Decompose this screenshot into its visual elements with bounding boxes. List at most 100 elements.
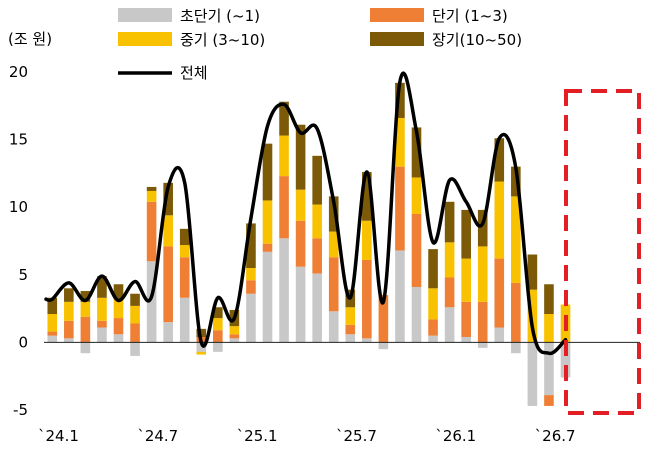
legend-label: 초단기 (~1) — [180, 7, 260, 25]
bar-segment — [428, 288, 438, 320]
bar-segment — [163, 215, 173, 247]
bar-segment — [511, 166, 521, 197]
bar-segment — [229, 338, 240, 343]
bar-segment — [444, 201, 455, 243]
bar-segment — [461, 258, 471, 302]
bar-segment — [378, 295, 389, 343]
bar-segment — [279, 176, 289, 239]
y-axis-ticks: -5 0 5 10 15 20 — [9, 63, 28, 419]
bar-segment — [47, 331, 58, 336]
bar-segment — [461, 209, 471, 259]
bar-segment — [229, 334, 240, 339]
bar-segment — [461, 336, 471, 343]
bar-segment — [511, 196, 521, 283]
y-tick-label: 15 — [9, 131, 28, 149]
legend: 초단기 (~1) 단기 (1~3) 중기 (3~10) 장기(10~50) 전체 — [118, 7, 522, 82]
bar-segment — [544, 342, 554, 396]
bar-segment — [179, 297, 190, 343]
bar-segment — [345, 334, 356, 343]
legend-swatch — [370, 32, 424, 46]
bar-segment — [80, 342, 91, 354]
x-tick-label: `24.7 — [137, 427, 178, 445]
bar-segment — [527, 254, 538, 290]
bar-segment — [163, 246, 173, 323]
bar-segment — [362, 338, 372, 343]
bar-segment — [262, 251, 273, 343]
legend-label: 단기 (1~3) — [432, 7, 508, 25]
bar-segment — [80, 301, 91, 317]
legend-label: 중기 (3~10) — [180, 31, 265, 49]
bar-segment — [246, 280, 256, 294]
bar-segment — [477, 209, 488, 247]
bar-segment — [328, 257, 339, 312]
bar-segment — [130, 342, 140, 356]
bar-segment — [295, 124, 306, 190]
bar-segment — [262, 200, 273, 244]
bar-segment — [411, 127, 422, 178]
bar-segment — [477, 301, 488, 343]
bar-segment — [113, 299, 124, 319]
bar-segment — [246, 293, 256, 343]
bar-segment — [511, 282, 521, 343]
bar-segment — [80, 291, 91, 302]
y-tick-label: 5 — [18, 266, 28, 284]
bar-segment — [64, 288, 74, 302]
legend-swatch — [118, 32, 172, 46]
bar-segment — [494, 181, 505, 259]
bar-segment — [229, 326, 240, 335]
bar-segment — [146, 190, 157, 202]
bar-segment — [113, 284, 124, 300]
bar-segment — [279, 238, 289, 343]
bar-segment — [477, 246, 488, 302]
bar-segment — [179, 245, 190, 258]
y-tick-label: 20 — [9, 63, 28, 81]
bar-segment — [64, 301, 74, 321]
x-tick-label: `26.7 — [535, 427, 576, 445]
y-tick-label: -5 — [13, 401, 28, 419]
bar-segment — [494, 327, 505, 343]
bar-segment — [362, 172, 372, 221]
bar-segment — [130, 305, 140, 324]
bar-segment — [444, 277, 455, 308]
bar-segment — [146, 201, 157, 262]
bar-segment — [295, 266, 306, 343]
bar-segment — [461, 301, 471, 337]
bar-segment — [312, 204, 322, 239]
bar-segment — [130, 293, 140, 306]
bar-segment — [113, 334, 124, 343]
bar-segment — [295, 189, 306, 221]
bar-segment — [345, 324, 356, 335]
bar-segment — [328, 231, 339, 258]
bar-segment — [295, 220, 306, 267]
bar-segment — [428, 335, 438, 343]
bar-segment — [64, 338, 74, 343]
bar-segment — [411, 213, 422, 287]
bar-segment — [362, 259, 372, 339]
bar-segment — [395, 166, 405, 251]
y-axis-unit-label: (조 원) — [8, 30, 52, 48]
bar-segment — [527, 342, 538, 406]
x-tick-label: `25.1 — [237, 427, 278, 445]
x-axis-ticks: `24.1 `24.7 `25.1 `25.7 `26.1 `26.7 — [38, 427, 576, 445]
bar-segment — [312, 238, 322, 274]
total-series-line — [44, 71, 568, 356]
legend-swatch — [118, 8, 172, 22]
bar-segment — [47, 314, 58, 332]
bar-segment — [47, 335, 58, 343]
bar-segment — [196, 342, 207, 352]
x-tick-label: `26.1 — [435, 427, 476, 445]
y-tick-label: 0 — [18, 333, 28, 351]
bar-segment — [411, 286, 422, 343]
bar-segment — [213, 307, 223, 319]
bar-segment — [494, 138, 505, 182]
bar-segment — [395, 117, 405, 167]
bar-segment — [262, 243, 273, 252]
forecast-highlight-box — [564, 89, 641, 415]
bar-segment — [312, 273, 322, 343]
bar-segment — [113, 318, 124, 335]
bar-segment — [213, 330, 223, 343]
bar-segment — [477, 342, 488, 348]
bar-segment — [544, 314, 554, 343]
bar-segment — [130, 323, 140, 343]
